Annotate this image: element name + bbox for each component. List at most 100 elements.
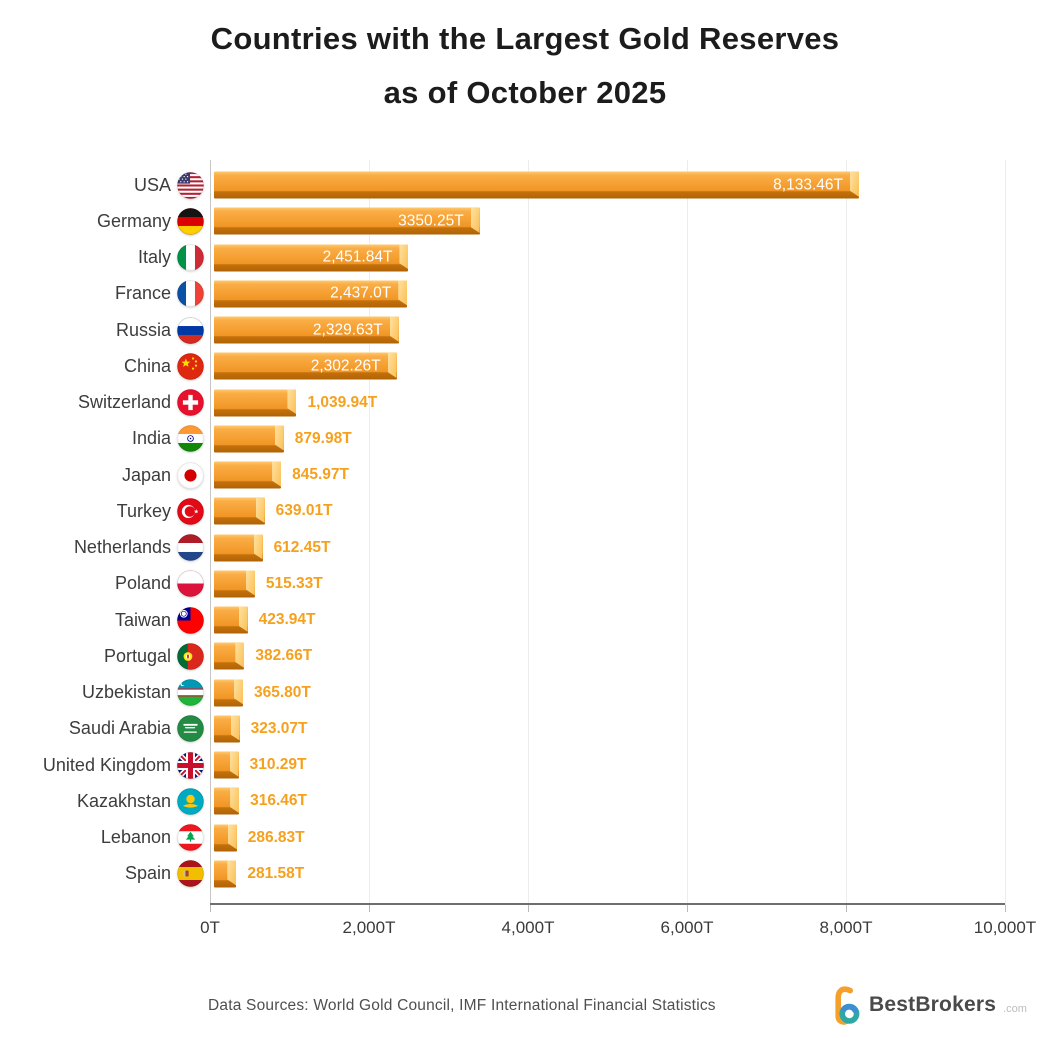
bar-end-cap	[387, 352, 397, 378]
row-header: Portugal	[0, 643, 212, 670]
x-axis-line	[210, 903, 1005, 905]
country-label: Germany	[96, 210, 171, 231]
flag-poland-icon	[177, 570, 204, 598]
value-label: 879.98T	[294, 429, 352, 447]
row-header: Netherlands	[0, 534, 212, 561]
bar-kazakhstan	[214, 787, 240, 815]
bar-end-cap	[849, 171, 859, 197]
chart-row: Saudi Arabia 323.07T	[0, 711, 1005, 747]
bar-track: 845.97T	[212, 457, 1005, 493]
flag-usa-icon	[177, 171, 204, 199]
bar-saudi-arabia	[214, 715, 240, 743]
bar-track: 365.80T	[212, 675, 1005, 711]
value-label: 2,451.84T	[322, 248, 393, 266]
flag-russia-icon	[177, 316, 204, 344]
chart-row: Lebanon 286.83T	[0, 820, 1005, 856]
bar-end-cap	[234, 679, 243, 705]
x-axis-tick	[210, 905, 211, 912]
row-header: Uzbekistan	[0, 679, 212, 706]
value-label: 845.97T	[292, 466, 349, 484]
value-label: 3350.25T	[398, 212, 464, 230]
bar-end-cap	[399, 244, 409, 270]
plot-area	[210, 160, 1006, 912]
gridline	[369, 160, 370, 905]
row-header: Kazakhstan	[0, 788, 212, 815]
bar-track: 2,451.84T	[212, 240, 1005, 276]
flag-saudi-arabia-icon	[177, 715, 204, 743]
bar-track: 316.46T	[212, 783, 1005, 819]
bar-track: 310.29T	[212, 747, 1005, 783]
value-label: 612.45T	[273, 538, 331, 556]
bar-portugal	[214, 642, 245, 670]
row-header: France	[0, 280, 212, 308]
chart-row: Russia 2,329.63T	[0, 312, 1005, 348]
country-label: China	[123, 355, 171, 376]
bar-usa: 8,133.46T	[214, 171, 859, 199]
x-axis-tick-labels: 0T 2,000T 4,000T 6,000T 8,000T 10,000T	[200, 918, 1036, 942]
chart-row: Netherlands 612.45T	[0, 530, 1005, 566]
chart-row: Switzerland 1,039.94T	[0, 385, 1005, 421]
brand-name: BestBrokers	[869, 993, 997, 1016]
value-label: 8,133.46T	[773, 176, 843, 194]
flag-portugal-icon	[177, 643, 204, 670]
y-axis-line	[210, 160, 211, 905]
footer: Data Sources: World Gold Council, IMF In…	[0, 982, 1050, 1032]
row-header: Russia	[0, 316, 212, 344]
x-tick-label: 6,000T	[660, 918, 714, 937]
country-label: Portugal	[103, 645, 171, 666]
country-label: Italy	[137, 247, 171, 268]
value-label: 382.66T	[255, 647, 313, 665]
country-label: Japan	[121, 464, 171, 485]
bar-spain	[214, 860, 237, 888]
bar-end-cap	[272, 461, 282, 487]
chart-row: Poland 515.33T	[0, 566, 1005, 602]
bar-netherlands	[214, 534, 263, 562]
chart-row: Uzbekistan 365.80T	[0, 675, 1005, 711]
bar-end-cap	[230, 787, 240, 813]
country-label: USA	[133, 174, 171, 195]
chart-row: United Kingdom 310.29T	[0, 747, 1005, 783]
x-axis-tick	[687, 905, 688, 912]
value-label: 365.80T	[254, 683, 311, 701]
title-line1: Countries with the Largest Gold Reserves	[210, 21, 840, 56]
bar-switzerland	[214, 389, 297, 417]
bar-taiwan	[214, 606, 248, 634]
bar-track: 286.83T	[212, 820, 1005, 856]
bar-end-cap	[287, 389, 297, 415]
bar-end-cap	[229, 751, 239, 777]
country-label: Lebanon	[100, 827, 171, 848]
gridline	[528, 160, 529, 905]
bar-end-cap	[245, 570, 255, 596]
chart-row: Japan 845.97T	[0, 457, 1005, 493]
bar-france: 2,437.0T	[214, 280, 408, 308]
x-axis-tick	[846, 905, 847, 912]
country-label: Switzerland	[77, 392, 171, 413]
chart-row: Spain 281.58T	[0, 856, 1005, 892]
bar-end-cap	[470, 207, 480, 233]
value-label: 316.46T	[250, 792, 307, 810]
bestbrokers-b-icon	[835, 986, 860, 1025]
bestbrokers-logo: BestBrokers .com	[831, 984, 1027, 1026]
bar-end-cap	[255, 497, 265, 523]
row-header: Poland	[0, 570, 212, 598]
bar-poland	[214, 570, 255, 598]
country-label: Poland	[114, 573, 171, 594]
value-label: 423.94T	[258, 611, 316, 629]
chart-row: Italy 2,451.84T	[0, 240, 1005, 276]
chart-row: Turkey 639.01T	[0, 493, 1005, 529]
bar-rows: USA 8,133.46T Germany 3350.25T Italy 2,451.84…	[0, 167, 1005, 892]
country-label: France	[114, 283, 171, 304]
bar-end-cap	[274, 425, 284, 451]
row-header: Switzerland	[0, 389, 212, 416]
bar-track: 8,133.46T	[212, 167, 1005, 203]
bar-uzbekistan	[214, 679, 243, 707]
flag-kazakhstan-icon	[177, 788, 204, 815]
row-header: China	[0, 353, 212, 380]
value-label: 639.01T	[275, 502, 333, 520]
country-label: Kazakhstan	[76, 790, 171, 811]
chart-row: Germany 3350.25T	[0, 203, 1005, 239]
row-header: Italy	[0, 244, 212, 271]
bar-end-cap	[238, 606, 248, 632]
bar-germany: 3350.25T	[214, 207, 480, 235]
country-label: United Kingdom	[42, 754, 171, 775]
